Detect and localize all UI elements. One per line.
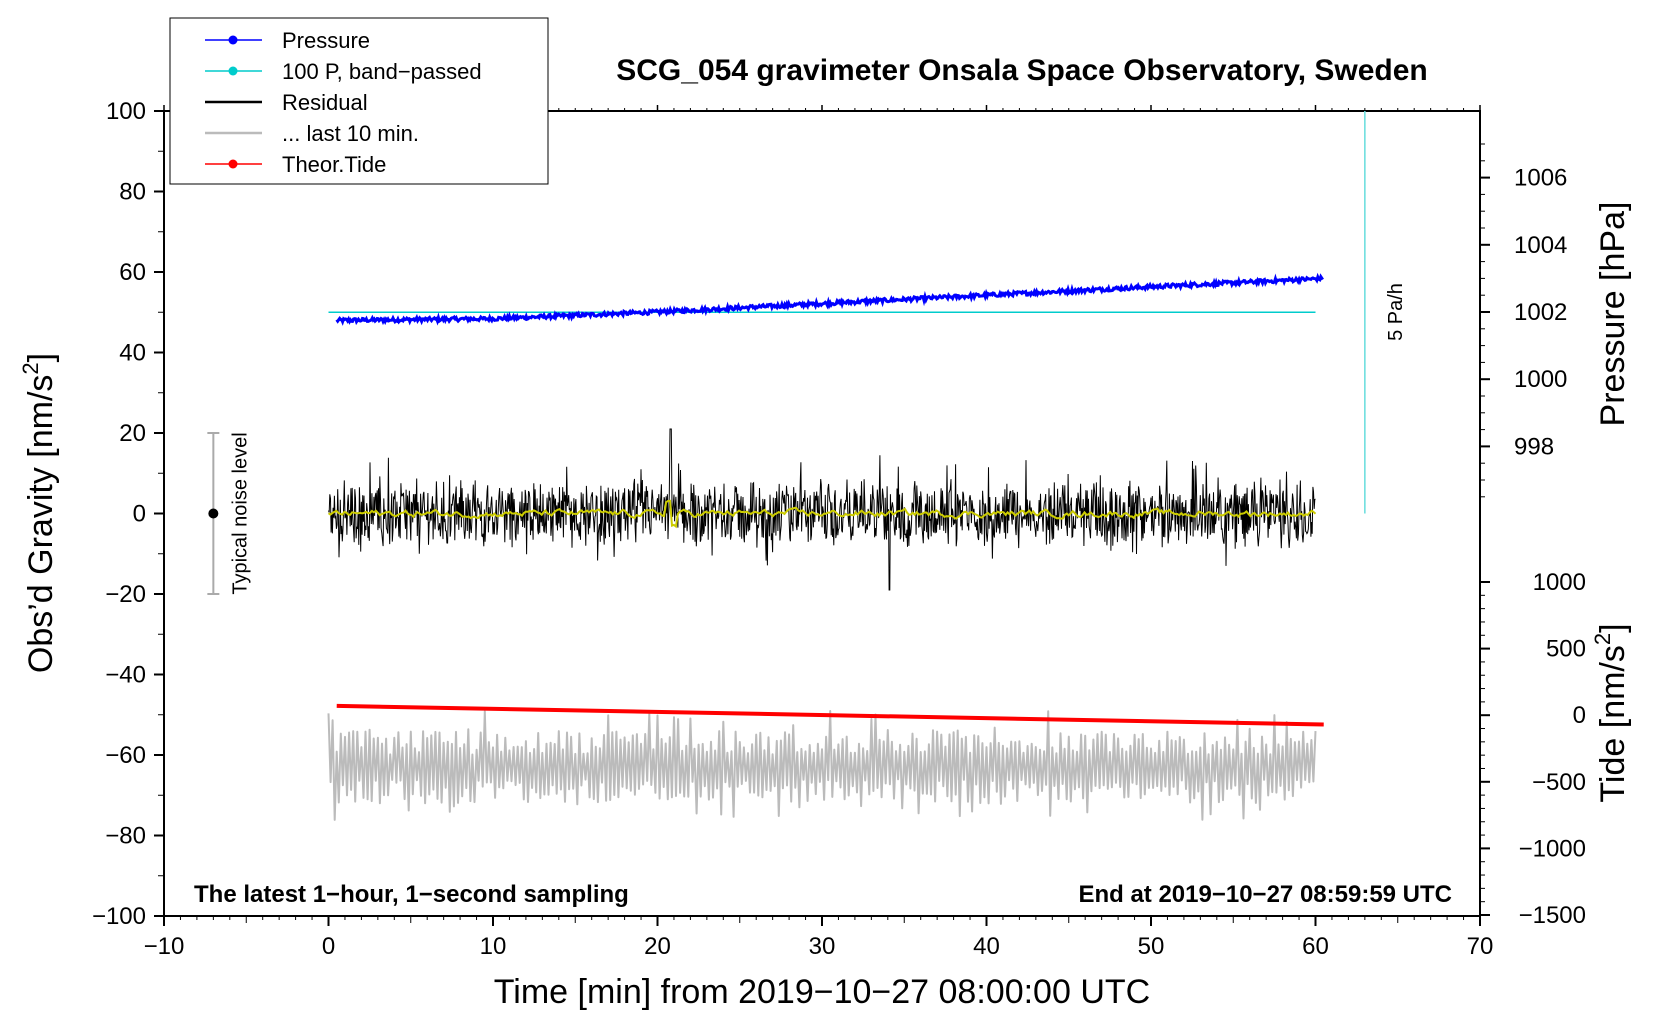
x-tick-label: 50: [1138, 933, 1165, 960]
tide-tick-label: −500: [1532, 769, 1586, 796]
y-tick-label: 60: [119, 259, 146, 286]
pressure-tick-label: 1006: [1514, 165, 1567, 192]
y-axis-title-tide: Tide [nm/s2]: [1590, 623, 1632, 802]
data-series: [327, 272, 1324, 821]
tide-tick-label: 1000: [1533, 569, 1586, 596]
y-tick-label: −100: [92, 903, 146, 930]
x-tick-label: 60: [1302, 933, 1329, 960]
legend-entries: Pressure 100 P, band−passed Residual ... la…: [205, 28, 482, 177]
y-axis-title-gravity: Obs’d Gravity [nm/s2]: [18, 353, 60, 673]
pressure-tick-label: 1002: [1514, 299, 1567, 326]
end-time-note: End at 2019−10−27 08:59:59 UTC: [1078, 881, 1452, 908]
y-tick-label: −60: [105, 742, 146, 769]
x-tick-label: 0: [322, 933, 335, 960]
x-tick-label: 70: [1467, 933, 1494, 960]
x-tick-label: 10: [480, 933, 507, 960]
legend-marker: [228, 35, 238, 45]
y-tick-label: −40: [105, 662, 146, 689]
x-axis-title: Time [min] from 2019−10−27 08:00:00 UTC: [494, 973, 1150, 1011]
tide-tick-label: 500: [1546, 636, 1586, 663]
scale-bar-label: 5 Pa/h: [1385, 283, 1407, 341]
y-tick-label: 100: [106, 98, 146, 125]
tide-tick-label: 0: [1573, 702, 1586, 729]
y-tick-label: 20: [119, 420, 146, 447]
unit-exponent: 2: [18, 362, 43, 374]
y-tick-label: −20: [105, 581, 146, 608]
tide-tick-label: −1500: [1519, 902, 1586, 929]
x-tick-label: −10: [144, 933, 185, 960]
legend-label: Residual: [282, 90, 368, 115]
noise-bar-label: Typical noise level: [229, 432, 251, 594]
chart-title: SCG_054 gravimeter Onsala Space Observat…: [616, 54, 1428, 87]
y-tick-label: −80: [105, 823, 146, 850]
series-last10min-line: [327, 710, 1317, 821]
noise-bar-center-dot: [208, 508, 219, 519]
pressure-tick-label: 1004: [1514, 232, 1567, 259]
pressure-tick-label: 1000: [1514, 366, 1567, 393]
annotations: Typical noise level 5 Pa/h: [207, 111, 1407, 595]
y-tick-label: 40: [119, 340, 146, 367]
series-residual-line: [328, 428, 1316, 591]
y-tick-label: 80: [119, 179, 146, 206]
series-pressure-line: [335, 272, 1324, 326]
x-tick-label: 40: [973, 933, 1000, 960]
sampling-note: The latest 1−hour, 1−second sampling: [194, 881, 629, 908]
series-residual-smoothed-line: [327, 499, 1317, 529]
legend: Pressure 100 P, band−passed Residual ... la…: [169, 17, 549, 185]
y-axis-title-pressure: Pressure [hPa]: [1594, 202, 1632, 427]
legend-label: ... last 10 min.: [282, 121, 419, 146]
pressure-tick-label: 998: [1514, 433, 1554, 460]
legend-label: 100 P, band−passed: [282, 59, 482, 84]
y-tick-label: 0: [133, 501, 146, 528]
tide-tick-label: −1000: [1519, 835, 1586, 862]
legend-label: Pressure: [282, 28, 370, 53]
x-tick-label: 20: [644, 933, 671, 960]
series-tide-line: [336, 703, 1324, 727]
axis-ticks: −10 0 10 20 30 40 50 60 70100806040200−20−40−60−…: [92, 98, 1586, 960]
legend-marker: [228, 159, 238, 169]
legend-marker: [228, 66, 238, 76]
x-tick-label: 30: [809, 933, 836, 960]
legend-label: Theor.Tide: [282, 152, 386, 177]
unit-exponent: 2: [1590, 633, 1615, 645]
